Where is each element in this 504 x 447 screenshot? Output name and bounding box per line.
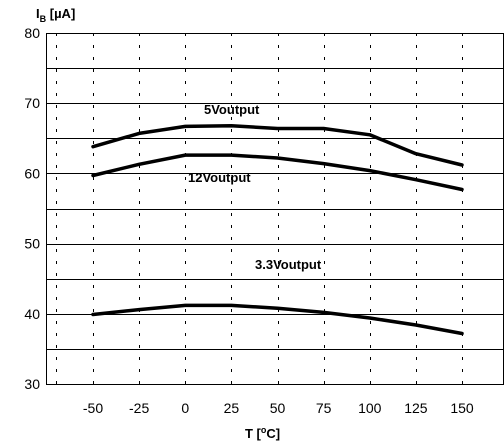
x-tick-label: 25 bbox=[224, 400, 240, 416]
x-tick-label: -50 bbox=[83, 400, 103, 416]
series-line-1 bbox=[91, 153, 464, 192]
series-label-2: 3.3Voutput bbox=[255, 257, 322, 272]
x-tick-label: -25 bbox=[129, 400, 149, 416]
y-tick-label: 40 bbox=[24, 306, 40, 322]
series-line-2 bbox=[91, 303, 464, 336]
x-axis-title: T [oC] bbox=[245, 425, 280, 441]
y-axis-title: IB [µA] bbox=[36, 6, 75, 24]
series-label-0: 5Voutput bbox=[204, 102, 260, 117]
y-tick-label: 30 bbox=[24, 376, 40, 392]
x-tick-label: 50 bbox=[270, 400, 286, 416]
x-tick-labels: -50 -25 0 25 50 75 100 125 150 bbox=[83, 400, 474, 416]
series-line-0 bbox=[91, 123, 464, 167]
series-labels: 5Voutput 12Voutput 3.3Voutput bbox=[188, 102, 322, 272]
x-tick-label: 150 bbox=[450, 400, 474, 416]
series-lines bbox=[91, 123, 464, 336]
y-tick-label: 80 bbox=[24, 25, 40, 41]
x-tick-label: 75 bbox=[316, 400, 332, 416]
y-tick-label: 60 bbox=[24, 165, 40, 181]
y-tick-label: 70 bbox=[24, 95, 40, 111]
x-tick-label: 0 bbox=[181, 400, 189, 416]
x-tick-label: 125 bbox=[404, 400, 428, 416]
series-label-1: 12Voutput bbox=[188, 170, 251, 185]
grid bbox=[46, 33, 504, 384]
y-tick-labels: 30 40 50 60 70 80 bbox=[24, 25, 50, 392]
y-tick-label: 50 bbox=[24, 236, 40, 252]
x-tick-label: 100 bbox=[358, 400, 382, 416]
